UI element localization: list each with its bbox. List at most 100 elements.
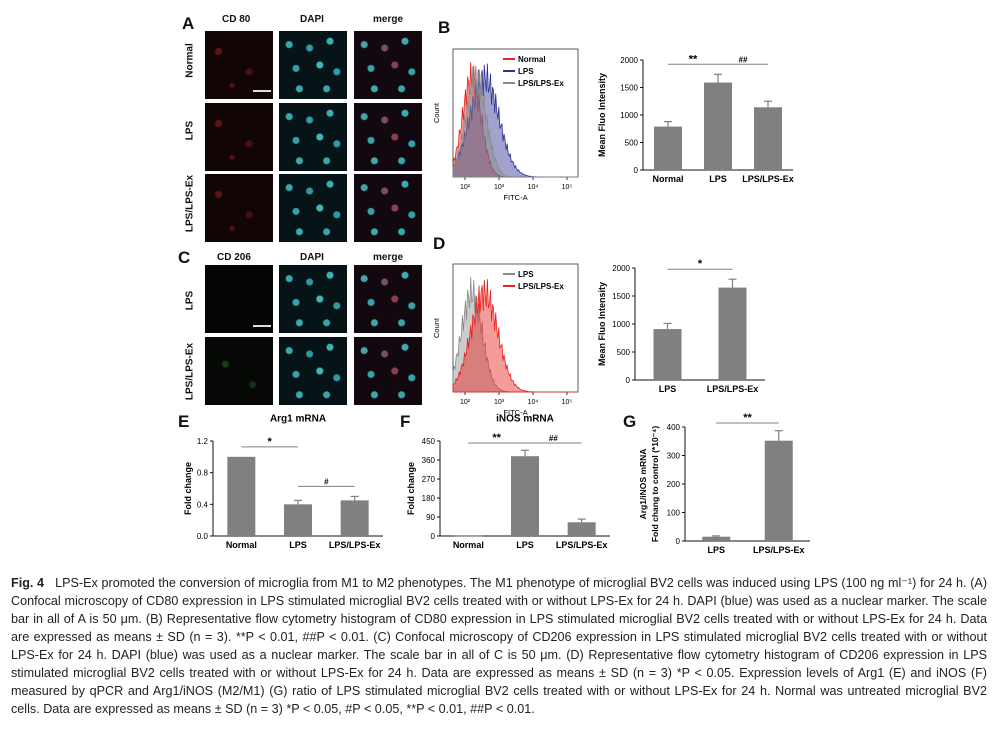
- chart-e-category-label: LPS/LPS-Ex: [329, 540, 381, 550]
- scale-bar: [253, 90, 271, 92]
- col-header-cd206: CD 206: [217, 252, 251, 263]
- chart-f-title: iNOS mRNA: [496, 413, 554, 424]
- chart-f-ytick-label: 360: [422, 456, 436, 465]
- hist-d-ylabel: Count: [432, 317, 441, 338]
- chart-e-ylabel: Fold change: [183, 462, 193, 515]
- histogram-d: 10² 10³ 10⁴ 10⁵ FITC-A Count LPS LPS/LPS-Ex: [432, 263, 579, 415]
- chart-f-bar: [511, 456, 539, 536]
- chart-b-sig-label: ##: [739, 55, 748, 64]
- chart-f-sig-label: **: [492, 432, 501, 444]
- row-label-lps-ex-c: LPS/LPS-Ex: [184, 342, 196, 401]
- hist-b-xtick-label: 10²: [460, 184, 471, 191]
- chart-g-ylabel: Arg1/iNOS mRNA: [638, 449, 648, 520]
- chart-b-category-label: Normal: [652, 174, 683, 184]
- panel-letter-d: D: [433, 234, 446, 253]
- chart-e-bar: [284, 504, 312, 536]
- chart-g-ytick-label: 100: [667, 509, 681, 518]
- chart-d-ytick-label: 500: [617, 348, 631, 357]
- chart-f-ytick-label: 270: [422, 475, 436, 484]
- col-header-cd80: CD 80: [222, 14, 251, 25]
- image-cd206-lps-ex: [205, 337, 273, 405]
- image-dapi-normal: [279, 31, 347, 99]
- chart-b-ytick-label: 1000: [620, 111, 638, 120]
- chart-e-ytick-label: 0.4: [197, 500, 209, 509]
- chart-g-ytick-label: 400: [667, 423, 681, 432]
- image-dapi-lps-ex-c: [279, 337, 347, 405]
- chart-f-bar: [454, 535, 483, 537]
- chart-b-bar: [654, 126, 682, 170]
- row-label-normal: Normal: [184, 43, 196, 78]
- histogram-b: 10² 10³ 10⁴ 10⁵ FITC-A Count Normal LPS LPS/LPS-…: [432, 48, 579, 202]
- chart-g-ytick-label: 0: [676, 537, 681, 546]
- row-label-lps: LPS: [184, 120, 196, 141]
- hist-b-legend-label: LPS: [518, 67, 534, 76]
- chart-d-ytick-label: 2000: [612, 264, 630, 273]
- chart-g-ytick-label: 200: [667, 480, 681, 489]
- chart-b-ylabel: Mean Fluo Intensity: [597, 73, 607, 157]
- image-merge-lps-c: [354, 265, 422, 333]
- panel-letter-c: C: [178, 248, 191, 267]
- chart-b-ytick-label: 2000: [620, 56, 638, 65]
- caption-text: LPS-Ex promoted the conversion of microg…: [11, 576, 988, 716]
- hist-b-xtick-label: 10³: [494, 184, 505, 191]
- panel-letter-e: E: [178, 412, 190, 431]
- chart-e-category-label: LPS: [289, 540, 307, 550]
- chart-f-bar: [567, 522, 596, 536]
- col-header-dapi-c: DAPI: [300, 252, 324, 263]
- chart-f-ytick-label: 0: [431, 532, 436, 541]
- bar-chart-e: Arg1 mRNA 0.0 0.4 0.8 1.2 Fold change Normal LP…: [183, 413, 383, 550]
- bar-chart-d: 0 500 1000 1500 2000 Mean Fluo Intensity LPS LP…: [597, 258, 765, 394]
- chart-b-ytick-label: 0: [634, 166, 639, 175]
- chart-d-ytick-label: 1500: [612, 292, 630, 301]
- chart-d-ytick-label: 1000: [612, 320, 630, 329]
- panel-letter-b: B: [438, 18, 451, 37]
- chart-f-ytick-label: 450: [422, 437, 436, 446]
- hist-b-xlabel: FITC-A: [503, 193, 527, 202]
- bar-chart-g: 0 100 200 300 400 Arg1/iNOS mRNA Fold chang to…: [638, 412, 810, 555]
- chart-d-bar: [718, 287, 747, 380]
- chart-f-ytick-label: 90: [426, 513, 435, 522]
- image-dapi-lps: [279, 103, 347, 171]
- chart-b-sig-label: **: [689, 53, 698, 65]
- col-header-dapi: DAPI: [300, 14, 324, 25]
- chart-f-ytick-label: 180: [422, 494, 436, 503]
- hist-b-series: [452, 65, 578, 178]
- image-cd206-lps: [205, 265, 273, 333]
- image-merge-normal: [354, 31, 422, 99]
- chart-d-sig-label: *: [698, 258, 703, 270]
- hist-b-legend-label: Normal: [518, 55, 546, 64]
- row-label-lps-ex: LPS/LPS-Ex: [184, 174, 196, 233]
- chart-e-sig-label: #: [324, 477, 329, 486]
- hist-b-xtick-label: 10⁵: [562, 184, 573, 191]
- chart-g-category-label: LPS: [707, 545, 725, 555]
- chart-f-category-label: LPS: [516, 540, 534, 550]
- chart-g-sig-label: **: [743, 412, 752, 424]
- hist-d-xtick-label: 10⁴: [528, 399, 539, 406]
- chart-e-ytick-label: 0.8: [197, 469, 209, 478]
- chart-e-ytick-label: 1.2: [197, 437, 209, 446]
- chart-b-ytick-label: 500: [625, 139, 639, 148]
- hist-b-legend-label: LPS/LPS-Ex: [518, 79, 564, 88]
- chart-b-category-label: LPS/LPS-Ex: [742, 174, 794, 184]
- chart-g-ytick-label: 300: [667, 452, 681, 461]
- image-dapi-lps-ex: [279, 174, 347, 242]
- hist-d-xtick-label: 10³: [494, 399, 505, 406]
- hist-d-xtick-label: 10²: [460, 399, 471, 406]
- chart-d-category-label: LPS/LPS-Ex: [707, 384, 759, 394]
- hist-d-xlabel: FITC-A: [503, 408, 527, 415]
- panel-letter-g: G: [623, 412, 637, 431]
- col-header-merge-c: merge: [373, 252, 404, 263]
- chart-e-category-label: Normal: [226, 540, 257, 550]
- chart-g-bar: [764, 440, 793, 541]
- chart-d-ylabel: Mean Fluo Intensity: [597, 282, 607, 366]
- chart-f-category-label: Normal: [453, 540, 484, 550]
- chart-g-bar: [702, 536, 731, 541]
- chart-e-bar: [340, 500, 369, 536]
- figure-caption: Fig. 4 LPS-Ex promoted the conversion of…: [11, 574, 987, 718]
- panel-letter-f: F: [400, 412, 411, 431]
- chart-f-sig-label: ##: [549, 434, 558, 443]
- scale-bar-c: [253, 325, 271, 327]
- chart-g-ylabel-2: Fold chang to control (*10⁻⁴): [650, 426, 660, 543]
- image-merge-lps: [354, 103, 422, 171]
- hist-d-legend-label: LPS: [518, 270, 534, 279]
